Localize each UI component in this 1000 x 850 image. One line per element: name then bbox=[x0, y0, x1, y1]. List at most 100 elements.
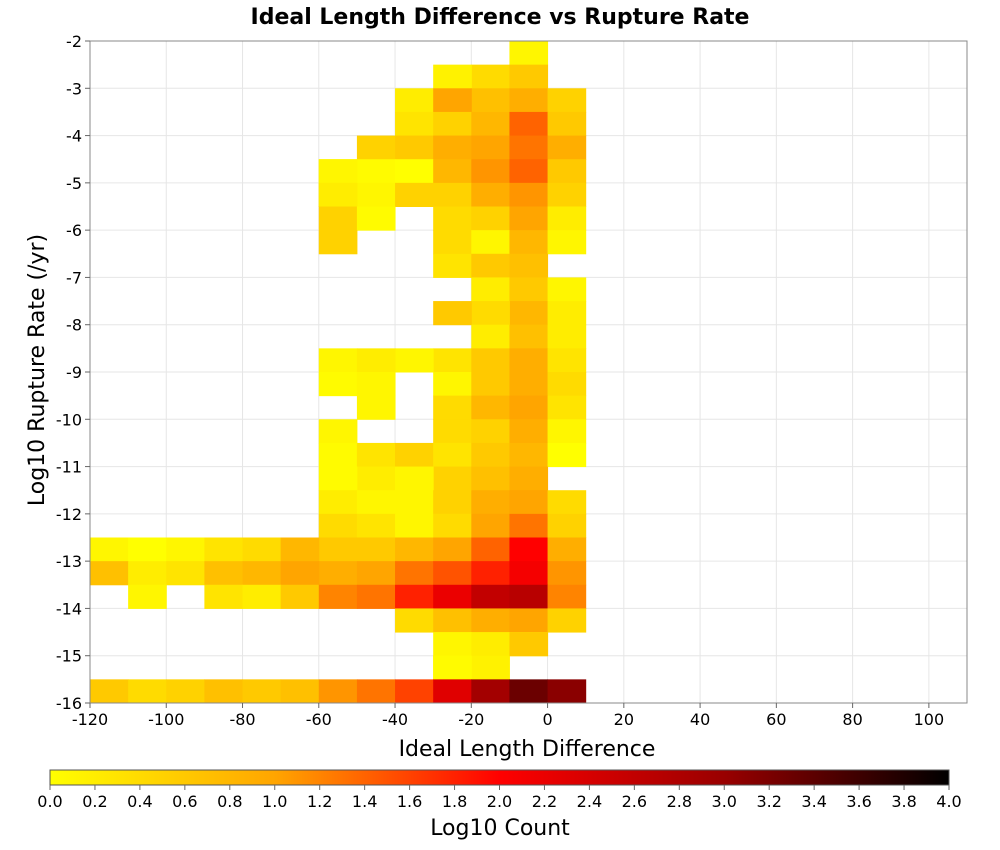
heatmap-cell bbox=[509, 395, 549, 420]
heatmap-cell bbox=[356, 206, 396, 231]
heatmap-cell bbox=[356, 561, 396, 586]
heatmap-cell bbox=[433, 206, 472, 231]
colorbar-tick-label: 0.0 bbox=[37, 792, 62, 811]
heatmap-cell bbox=[318, 372, 358, 397]
heatmap-cell bbox=[90, 537, 129, 562]
heatmap-cell bbox=[395, 584, 434, 609]
colorbar-tick-label: 0.6 bbox=[172, 792, 197, 811]
x-tick-label: -60 bbox=[306, 710, 332, 729]
heatmap-cell bbox=[356, 537, 396, 562]
heatmap-cell bbox=[356, 372, 396, 397]
heatmap-cell bbox=[433, 88, 472, 113]
heatmap-cell bbox=[318, 490, 358, 515]
heatmap-cell bbox=[547, 679, 587, 704]
x-axis-ticks: -120 -100 -80 -60 -40 -20 0 20 40 60 80 100 bbox=[72, 703, 944, 729]
heatmap-cell bbox=[433, 561, 472, 586]
heatmap-cell bbox=[547, 442, 587, 468]
heatmap-cell bbox=[395, 88, 434, 113]
heatmap-cell bbox=[318, 513, 358, 538]
heatmap-cell bbox=[547, 584, 587, 609]
y-tick-label: -9 bbox=[66, 363, 82, 382]
heatmap-cell bbox=[547, 561, 587, 586]
heatmap-cell bbox=[318, 679, 358, 704]
heatmap-cell bbox=[433, 442, 472, 468]
heatmap-cell bbox=[471, 537, 510, 562]
heatmap-cell bbox=[166, 561, 205, 586]
heatmap-cell bbox=[547, 277, 587, 302]
colorbar-tick-label: 1.8 bbox=[442, 792, 467, 811]
x-tick-label: 0 bbox=[542, 710, 552, 729]
heatmap-cell bbox=[547, 395, 587, 420]
heatmap-cell bbox=[318, 159, 358, 184]
colorbar-tick-label: 0.4 bbox=[127, 792, 152, 811]
heatmap-cell bbox=[280, 537, 320, 562]
colorbar-tick-label: 1.4 bbox=[352, 792, 377, 811]
heatmap-cell bbox=[433, 466, 472, 491]
heatmap-cell bbox=[433, 301, 472, 326]
heatmap-cell bbox=[356, 584, 396, 609]
heatmap-cell bbox=[547, 230, 587, 255]
heatmap-cell bbox=[471, 230, 510, 255]
colorbar-tick-label: 2.4 bbox=[577, 792, 602, 811]
heatmap-cell bbox=[318, 537, 358, 562]
heatmap-cell bbox=[547, 135, 587, 160]
heatmap-cell bbox=[509, 372, 549, 397]
heatmap-cell bbox=[509, 206, 549, 231]
heatmap-cell bbox=[509, 64, 549, 89]
heatmap-cell bbox=[471, 253, 510, 278]
y-tick-label: -10 bbox=[56, 410, 82, 429]
heatmap-cell bbox=[433, 159, 472, 184]
heatmap-cell bbox=[395, 442, 434, 468]
heatmap-cell bbox=[471, 159, 510, 184]
heatmap-cell bbox=[433, 513, 472, 538]
heatmap-cell bbox=[547, 419, 587, 444]
x-axis-title: Ideal Length Difference bbox=[399, 737, 656, 762]
heatmap-cell bbox=[356, 135, 396, 160]
heatmap-cell bbox=[90, 561, 129, 586]
heatmap-cell bbox=[204, 537, 244, 562]
heatmap-cell bbox=[318, 584, 358, 609]
y-tick-label: -6 bbox=[66, 221, 82, 240]
heatmap-cell bbox=[471, 466, 510, 491]
heatmap-cell bbox=[433, 608, 472, 633]
heatmap-cell bbox=[395, 608, 434, 633]
colorbar-ticks: 0.0 0.2 0.4 0.6 0.8 1.0 1.2 1.4 1.6 1.8 2.0 2.2 2.4 2… bbox=[37, 785, 962, 811]
heatmap-cell bbox=[433, 679, 472, 704]
heatmap-cell bbox=[433, 632, 472, 657]
heatmap-cell bbox=[395, 182, 434, 207]
heatmap-cell bbox=[547, 324, 587, 349]
colorbar-tick-label: 3.0 bbox=[712, 792, 737, 811]
heatmap-cell bbox=[356, 466, 396, 491]
heatmap-cell bbox=[471, 419, 510, 444]
heatmap-cell bbox=[471, 442, 510, 468]
heatmap-cell bbox=[395, 679, 434, 704]
heatmap-cell bbox=[433, 230, 472, 255]
heatmap-cell bbox=[509, 277, 549, 302]
heatmap-cell bbox=[433, 135, 472, 160]
heatmap-cell bbox=[509, 159, 549, 184]
heatmap-cell bbox=[356, 490, 396, 515]
heatmap-cell bbox=[547, 372, 587, 397]
y-axis-title: Log10 Rupture Rate (/yr) bbox=[25, 234, 50, 506]
heatmap-cell bbox=[509, 632, 549, 657]
heatmap-cell bbox=[166, 537, 205, 562]
heatmap-cell bbox=[395, 135, 434, 160]
colorbar bbox=[49, 769, 950, 786]
heatmap-cell bbox=[547, 206, 587, 231]
heatmap-cell bbox=[509, 466, 549, 491]
heatmap-cell bbox=[471, 561, 510, 586]
heatmap-cell bbox=[509, 513, 549, 538]
heatmap-cell bbox=[471, 348, 510, 373]
colorbar-tick-label: 1.6 bbox=[397, 792, 422, 811]
x-tick-label: -20 bbox=[458, 710, 484, 729]
y-tick-label: -4 bbox=[66, 127, 82, 146]
heatmap-cell bbox=[280, 584, 320, 609]
heatmap-cell bbox=[509, 348, 549, 373]
heatmap-cell bbox=[471, 679, 510, 704]
heatmap-cell bbox=[471, 584, 510, 609]
heatmap-cell bbox=[433, 372, 472, 397]
heatmap-cell bbox=[509, 253, 549, 278]
heatmap-cell bbox=[547, 490, 587, 515]
heatmap-cell bbox=[128, 584, 167, 609]
